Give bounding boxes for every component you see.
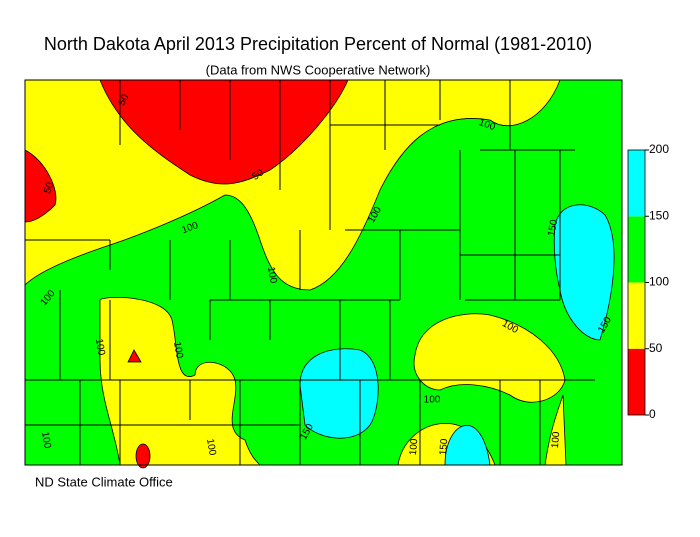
contour-label: 100	[265, 266, 279, 285]
legend-band	[628, 150, 645, 217]
legend-tick-label: 50	[649, 341, 663, 355]
contour-label: 100	[424, 395, 441, 406]
contour-label: 150	[438, 438, 450, 456]
region-red	[24, 149, 57, 223]
legend-band	[628, 282, 645, 349]
contour-label: 100	[39, 431, 53, 450]
contour-label: 100	[204, 438, 218, 457]
map-border	[24, 79, 623, 466]
region-cyan	[553, 204, 615, 341]
legend-tick-label: 200	[649, 142, 669, 156]
credit: ND State Climate Office	[35, 474, 173, 489]
region-yellow	[544, 394, 567, 466]
contour-label: 100	[93, 338, 107, 357]
legend-tick-label: 0	[649, 407, 656, 421]
county-lines	[25, 80, 595, 465]
legend-tick-label: 150	[649, 208, 669, 222]
contour-label: 100	[408, 438, 420, 456]
title: North Dakota April 2013 Precipitation Pe…	[44, 34, 592, 54]
contour-label: 150	[546, 218, 560, 237]
region-red	[127, 349, 142, 363]
subtitle: (Data from NWS Cooperative Network)	[206, 62, 431, 77]
legend-band	[628, 216, 645, 283]
contour-label: 50	[42, 181, 56, 196]
legend-tick-label: 100	[649, 275, 669, 289]
contour-label: 100	[550, 431, 562, 449]
region-cyan	[299, 348, 379, 439]
contour-label: 100	[171, 341, 185, 360]
region-cyan	[444, 425, 491, 466]
map: 50 50 50 100 100 100 100 100 100 100 100…	[24, 79, 623, 469]
region-red	[135, 443, 151, 469]
region-red	[99, 79, 349, 185]
legend: 0 50 100 150 200	[627, 142, 669, 421]
contour-label: 50	[117, 92, 132, 108]
legend-band	[628, 348, 645, 415]
